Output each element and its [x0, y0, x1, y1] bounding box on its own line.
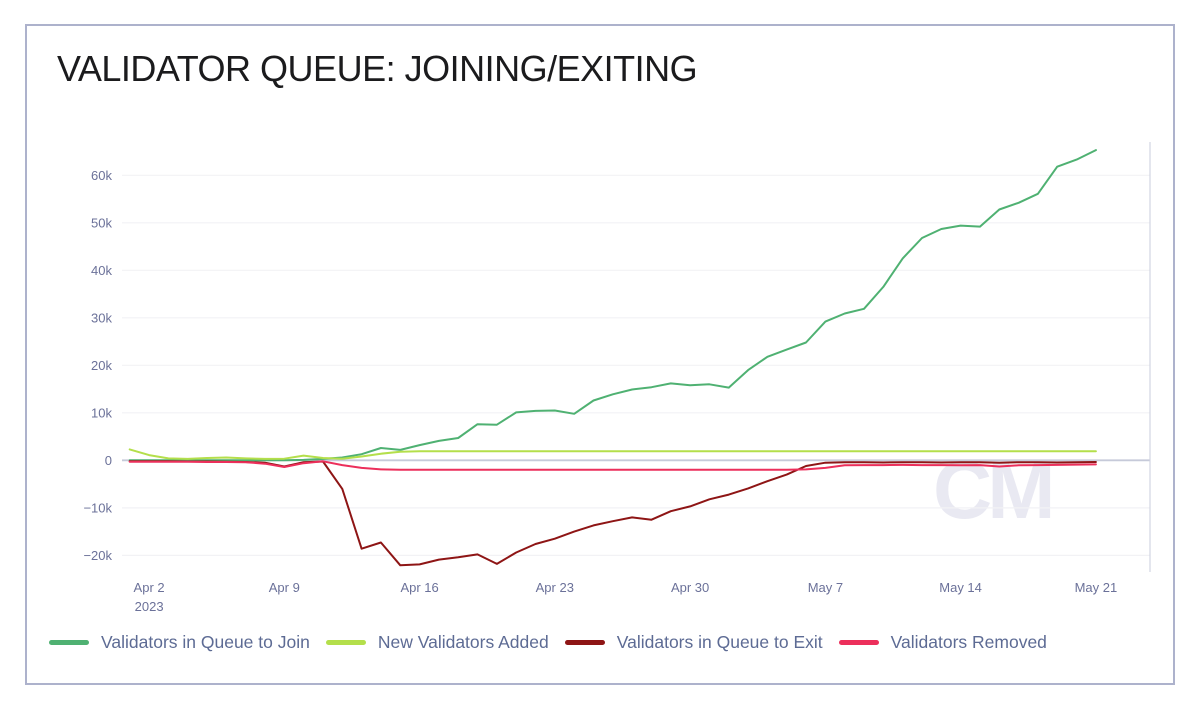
legend-swatch-validators-removed: [838, 640, 879, 645]
series-line-2: [128, 448, 1097, 460]
legend: Validators in Queue to Join New Validato…: [49, 632, 1047, 653]
x-tick-label: Apr 2: [134, 580, 165, 595]
x-tick-label: May 7: [808, 580, 843, 595]
x-tick-label: Apr 23: [536, 580, 574, 595]
series-line-4: [128, 460, 1097, 471]
legend-item-validators-removed[interactable]: Validators Removed: [838, 632, 1047, 653]
legend-label-new-validators-added: New Validators Added: [377, 632, 549, 652]
chart-plot-area[interactable]: 60k 50k 40k 30k 20k 10k 0 −10k −20k Apr 2 2023 Apr …: [27, 26, 1173, 683]
legend-swatch-new-validators-added: [325, 640, 366, 645]
x-tick-label: Apr 16: [400, 580, 438, 595]
legend-item-new-validators-added[interactable]: New Validators Added: [325, 632, 549, 653]
y-tick-label: 20k: [91, 358, 112, 373]
legend-label-validators-removed: Validators Removed: [890, 632, 1047, 652]
y-tick-label: 50k: [91, 215, 112, 230]
x-tick-label: Apr 30: [671, 580, 709, 595]
x-tick-label: May 21: [1075, 580, 1118, 595]
y-tick-label: 0: [105, 453, 112, 468]
x-tick-label: Apr 9: [269, 580, 300, 595]
legend-swatch-queue-to-join: [49, 640, 89, 645]
legend-item-queue-to-exit[interactable]: Validators in Queue to Exit: [564, 632, 823, 653]
series-line-3: [128, 460, 1097, 567]
legend-label-queue-to-join: Validators in Queue to Join: [101, 632, 310, 652]
y-tick-label: −10k: [83, 500, 112, 515]
legend-label-queue-to-exit: Validators in Queue to Exit: [616, 632, 823, 652]
legend-item-queue-to-join[interactable]: Validators in Queue to Join: [49, 632, 310, 653]
y-tick-label: 40k: [91, 263, 112, 278]
x-tick-label: May 14: [939, 580, 982, 595]
series-line-1: [128, 149, 1097, 462]
y-tick-label: 30k: [91, 310, 112, 325]
y-tick-label: −20k: [83, 548, 112, 563]
chart-title: VALIDATOR QUEUE: JOINING/EXITING: [57, 48, 698, 89]
legend-swatch-queue-to-exit: [564, 640, 605, 645]
chart-card: VALIDATOR QUEUE: JOINING/EXITING CM 60k 5…: [25, 24, 1175, 685]
y-tick-label: 10k: [91, 405, 112, 420]
y-tick-label: 60k: [91, 168, 112, 183]
x-tick-year: 2023: [135, 599, 164, 614]
